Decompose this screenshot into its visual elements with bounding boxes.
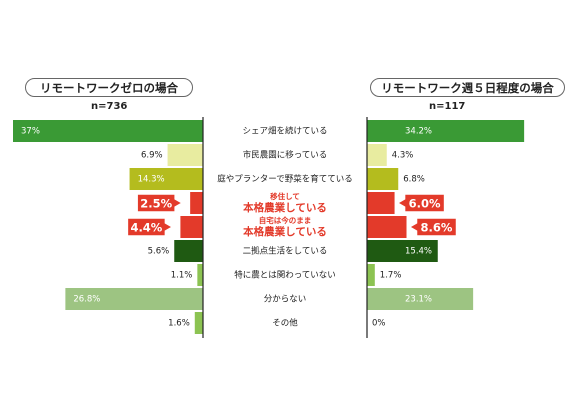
category-label-8: その他 [272, 318, 298, 329]
right-bar-7 [367, 288, 474, 310]
right-bar-1 [367, 144, 387, 166]
category-label-6: 特に農とは関わっていない [234, 270, 336, 281]
left-bar-0 [13, 120, 203, 142]
category-label-3-line2: 本格農業している [243, 201, 327, 214]
category-label-3-line1: 移住して [270, 191, 300, 201]
left-chart-title: リモートワークゼロの場合 [25, 78, 193, 97]
right-bar-2 [367, 168, 399, 190]
right-value-label-5: 15.4% [405, 247, 432, 257]
category-label-2: 庭やプランターで野菜を育てている [217, 174, 353, 185]
left-value-label-8: 1.6% [168, 319, 190, 329]
category-label-0: シェア畑を続けている [242, 126, 327, 137]
left-callout-3-text: 2.5% [140, 197, 172, 211]
left-callout-4-shape [126, 217, 174, 237]
right-callout-4-shape [408, 217, 458, 237]
left-bar-6 [197, 264, 203, 286]
right-bar-3 [367, 192, 395, 214]
right-bar-4 [367, 216, 407, 238]
left-value-label-5: 5.6% [148, 247, 170, 257]
right-bar-6 [367, 264, 375, 286]
left-callout-3-shape [136, 193, 184, 213]
right-bar-0 [367, 120, 525, 142]
left-bar-5 [174, 240, 203, 262]
left-value-label-6: 1.1% [171, 271, 193, 281]
right-callout-3-shape [396, 193, 446, 213]
left-bar-3 [190, 192, 203, 214]
right-bar-5 [367, 240, 438, 262]
category-label-4-line2: 本格農業している [243, 225, 327, 238]
category-label-7: 分からない [264, 295, 307, 305]
right-callout-4-text: 8.6% [421, 221, 453, 235]
right-value-label-0: 34.2% [405, 127, 432, 137]
right-value-label-8: 0% [372, 319, 386, 329]
left-value-label-2: 14.3% [138, 175, 165, 185]
category-label-5: 二拠点生活をしている [243, 246, 328, 257]
right-sample-size: n=117 [429, 101, 466, 112]
right-value-label-1: 4.3% [392, 151, 414, 161]
left-callout-4-text: 4.4% [130, 221, 162, 235]
left-value-label-1: 6.9% [141, 151, 163, 161]
left-sample-size: n=736 [91, 101, 128, 112]
left-bar-1 [167, 144, 203, 166]
right-value-label-7: 23.1% [405, 295, 432, 305]
left-value-label-0: 37% [21, 127, 40, 137]
right-callout-3-text: 6.0% [409, 197, 441, 211]
left-bar-4 [180, 216, 203, 238]
left-bar-7 [65, 288, 203, 310]
category-label-4-line1: 自宅は今のまま [259, 215, 312, 225]
right-value-label-2: 6.8% [403, 175, 425, 185]
category-label-1: 市民農園に移っている [243, 150, 328, 161]
left-bar-8 [194, 312, 203, 334]
right-chart-title: リモートワーク週５日程度の場合 [370, 78, 565, 97]
left-bar-2 [129, 168, 203, 190]
left-value-label-7: 26.8% [73, 295, 100, 305]
right-value-label-6: 1.7% [380, 271, 402, 281]
